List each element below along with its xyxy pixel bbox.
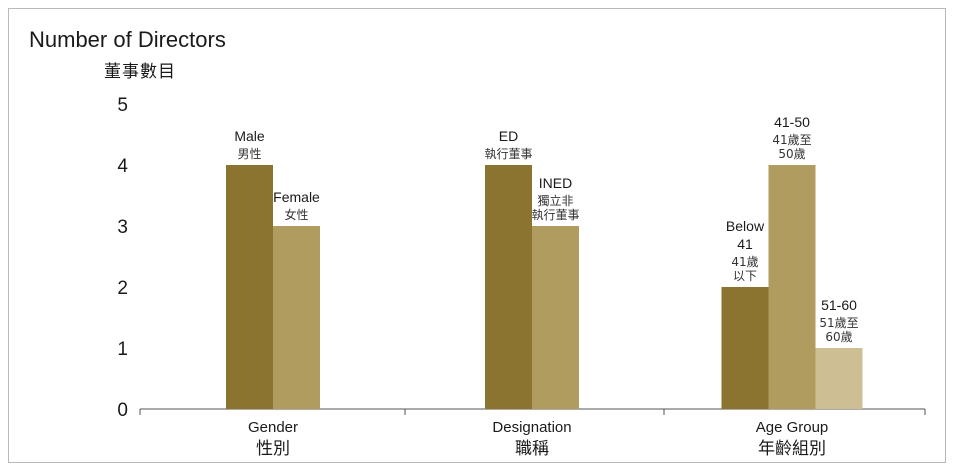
bar	[768, 165, 816, 409]
category-label: Designation	[492, 419, 571, 436]
bar-label-zh: 男性	[237, 147, 261, 161]
bar-label: 41-50	[774, 114, 810, 130]
bar-label: 51-60	[821, 297, 857, 313]
bar	[721, 287, 769, 409]
y-tick-label: 0	[117, 400, 128, 421]
bar-label-zh: 51歲至	[819, 316, 858, 330]
y-tick-label: 5	[117, 95, 128, 116]
bar-label: Male	[234, 128, 265, 144]
y-tick-label: 2	[117, 278, 128, 299]
bar	[273, 226, 320, 409]
bar-label-zh: 60歲	[825, 330, 852, 344]
chart-title: Number of Directors	[29, 27, 226, 52]
y-tick-label: 3	[117, 217, 128, 238]
bar	[485, 165, 532, 409]
category-label: Age Group	[756, 419, 829, 436]
bar-label-zh: 執行董事	[531, 208, 579, 222]
bar-label-zh: 50歲	[778, 147, 805, 161]
bar-label-zh: 以下	[733, 269, 757, 283]
bar	[532, 226, 579, 409]
bar	[815, 348, 863, 409]
bar-label: Below	[726, 218, 765, 234]
y-tick-label: 1	[117, 339, 128, 360]
bar-label: INED	[539, 175, 572, 191]
category-label-zh: 年齡組別	[758, 439, 826, 459]
bar-label-zh: 41歲	[731, 255, 758, 269]
bar-label-zh: 獨立非	[537, 193, 573, 208]
category-label: Gender	[248, 419, 298, 436]
bar-label: 41	[737, 236, 753, 252]
bar-label-zh: 執行董事	[484, 147, 532, 161]
category-label-zh: 性別	[256, 439, 290, 459]
bar-label: Female	[273, 189, 320, 205]
chart-frame	[8, 8, 946, 463]
bar-label-zh: 41歲至	[772, 133, 811, 147]
bar	[226, 165, 273, 409]
bar-label-zh: 女性	[284, 207, 308, 222]
category-label-zh: 職稱	[515, 439, 549, 459]
bar-label: ED	[499, 128, 518, 144]
y-tick-label: 4	[117, 156, 128, 177]
chart-subtitle: 董事數目	[104, 62, 176, 81]
